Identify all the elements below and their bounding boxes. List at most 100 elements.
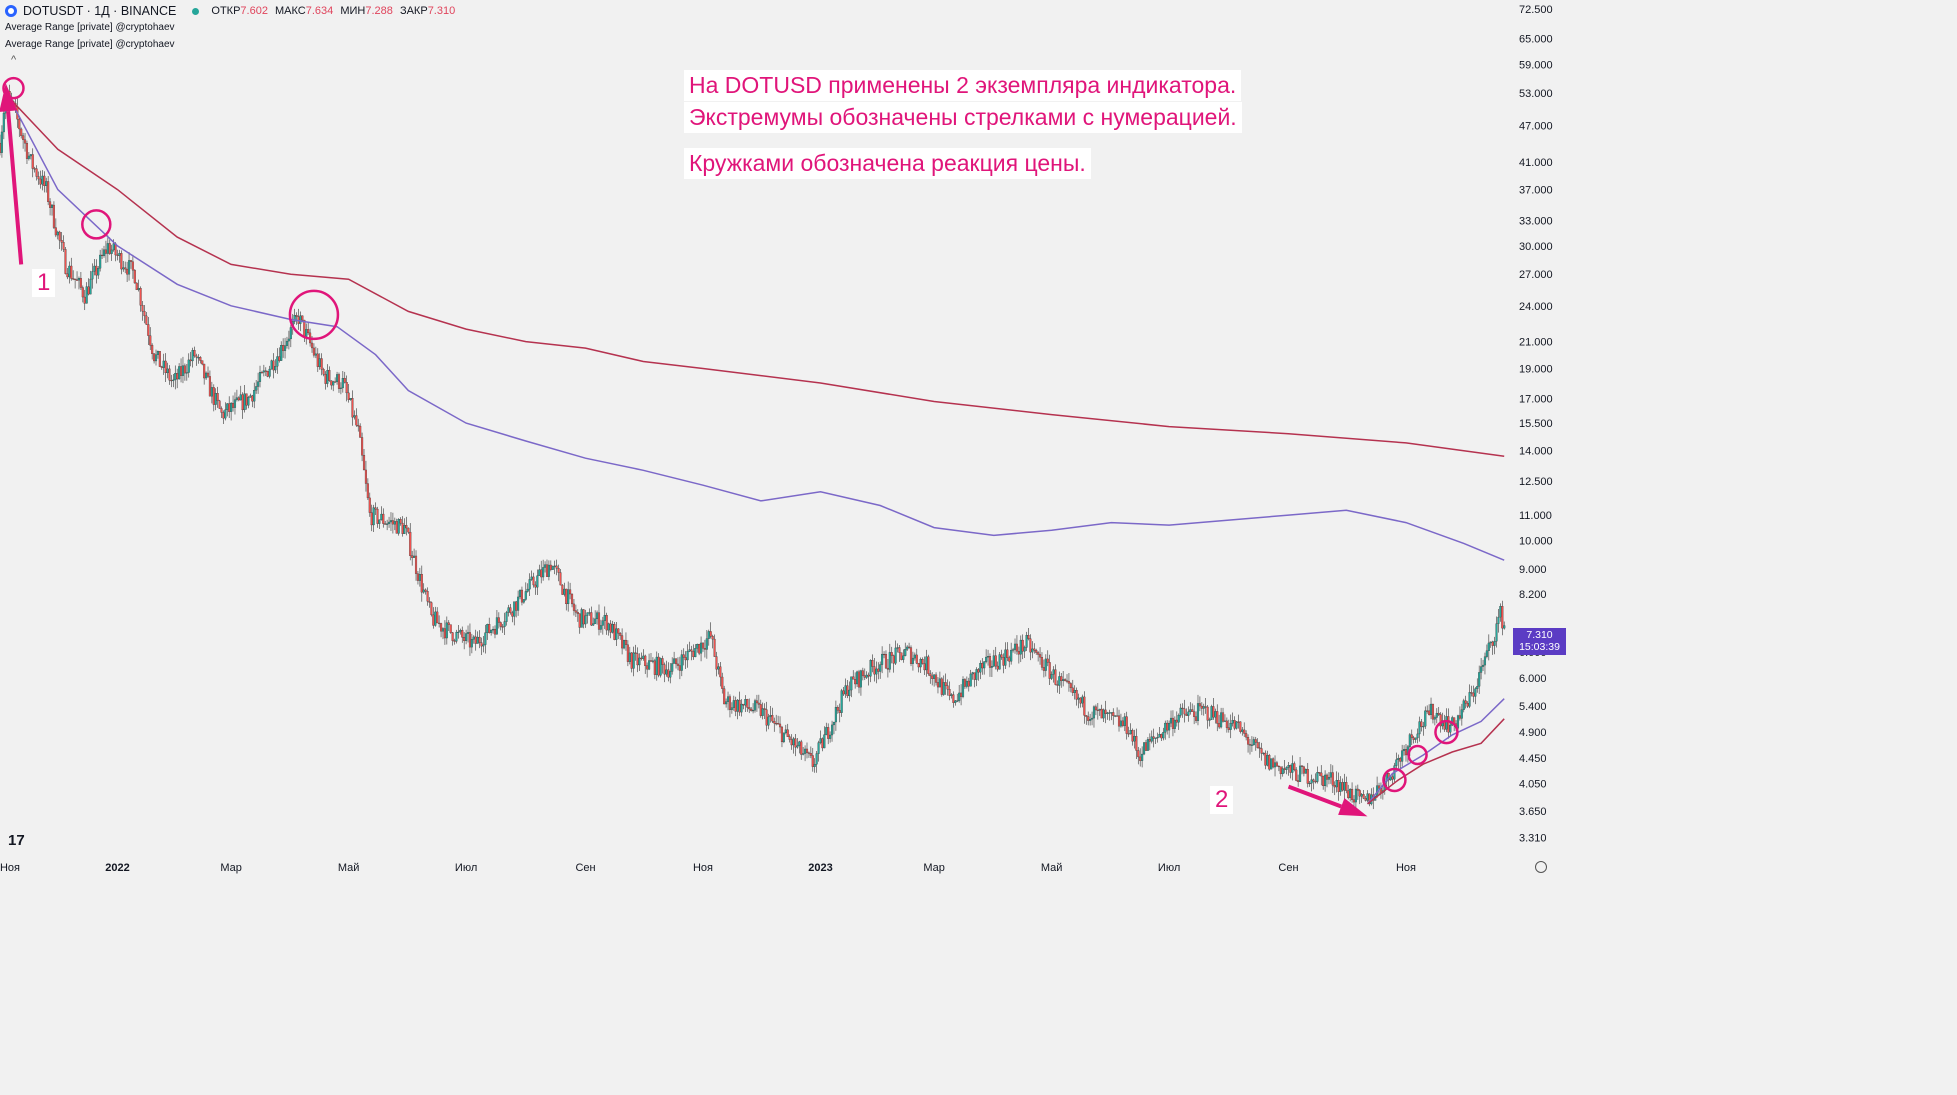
candle [1096,702,1099,720]
candle [461,626,464,643]
time-tick-label: 2023 [808,862,832,874]
candle [996,661,999,672]
candle [1039,647,1042,665]
candle [1481,659,1485,671]
candle [929,670,932,684]
candle [495,609,498,635]
candle [709,622,712,639]
candle [99,249,102,272]
price-tick-label: 4.900 [1519,727,1547,739]
price-tick-label: 9.000 [1519,564,1547,576]
candle [322,367,325,377]
price-chart[interactable]: 72.500 65.000 59.000 53.000 47.000 41.000 37.0… [0,0,1568,877]
candle [162,353,165,375]
candle [578,613,581,634]
candle [149,327,152,351]
indicator-line [1366,698,1505,805]
candle [106,235,109,263]
candle [877,662,880,680]
tradingview-logo-icon[interactable]: 17 [8,832,25,849]
candle [555,559,558,576]
candle [961,676,965,699]
candle [187,353,190,378]
collapse-legend-button[interactable]: ^ [11,54,17,66]
candle [1085,715,1088,725]
candle [992,649,995,668]
symbol-title[interactable]: DOTUSDT · 1Д · BINANCE [23,4,177,18]
candle [1273,755,1277,777]
candle [565,588,568,611]
candle [216,386,219,408]
candle [613,621,616,641]
candle [191,347,194,368]
candle [206,366,210,379]
candle [513,601,516,626]
candle [440,622,443,638]
candle [1270,758,1273,770]
price-tick-label: 11.000 [1519,510,1552,522]
indicator-legend-1[interactable]: Average Range [private] @cryptohaev [5,22,175,33]
candle [1175,711,1178,727]
candle [255,379,258,394]
indicator-legend-2[interactable]: Average Range [private] @cryptohaev [5,39,175,50]
bar-countdown: 15:03:39 [1519,641,1560,653]
candle [77,276,81,290]
candle [755,694,758,712]
price-tick-label: 59.000 [1519,59,1553,71]
candle [328,366,331,382]
candle [1075,687,1078,706]
candle [224,402,227,421]
candle [81,285,84,303]
candle [969,669,972,687]
candle [1487,634,1490,661]
candle [405,516,408,536]
candle [1006,642,1009,662]
candle [819,730,822,745]
candle [72,270,75,281]
time-axis: Ноя 2022 Мар Май Июл Сен Ноя 2023 Мар Май Июл Сен Но… [0,862,1416,874]
candle [717,663,720,675]
candle [1196,694,1200,726]
candle [1208,717,1211,727]
candle [37,171,40,185]
candle [765,701,768,732]
candle [205,371,208,381]
candle [239,385,242,401]
candle [1137,746,1140,765]
candle [127,251,131,281]
candle [829,731,832,743]
candle [705,629,708,659]
candle [110,244,113,261]
candle [1480,657,1483,680]
candle [1221,707,1225,723]
candle [1472,685,1475,703]
candle [1150,730,1153,744]
reaction-circle [1382,767,1407,793]
candle [1503,621,1506,630]
candle [95,259,98,284]
candle [794,734,797,757]
price-tick-label: 19.000 [1519,363,1553,375]
candle [158,351,161,367]
legend-symbol-row[interactable]: DOTUSDT · 1Д · BINANCE ОТКР7.602 МАКС7.6… [5,3,459,19]
candle [1164,720,1167,740]
time-tick-label: Ноя [1396,862,1416,874]
candle [359,423,362,438]
candle [463,632,466,650]
candle [1410,729,1413,746]
extreme-label-2: 2 [1210,786,1234,814]
candle [345,375,348,402]
candle [1306,762,1309,788]
candle [1218,714,1221,729]
candle [197,354,200,364]
candle [249,393,252,398]
candle [1131,728,1134,746]
time-tick-label: Май [1041,862,1063,874]
settings-icon[interactable] [1535,861,1547,873]
extreme-arrow [0,83,24,265]
candle [651,657,654,664]
candle [921,657,924,665]
candle [1027,627,1030,641]
candle [597,604,601,636]
candle [189,351,192,367]
